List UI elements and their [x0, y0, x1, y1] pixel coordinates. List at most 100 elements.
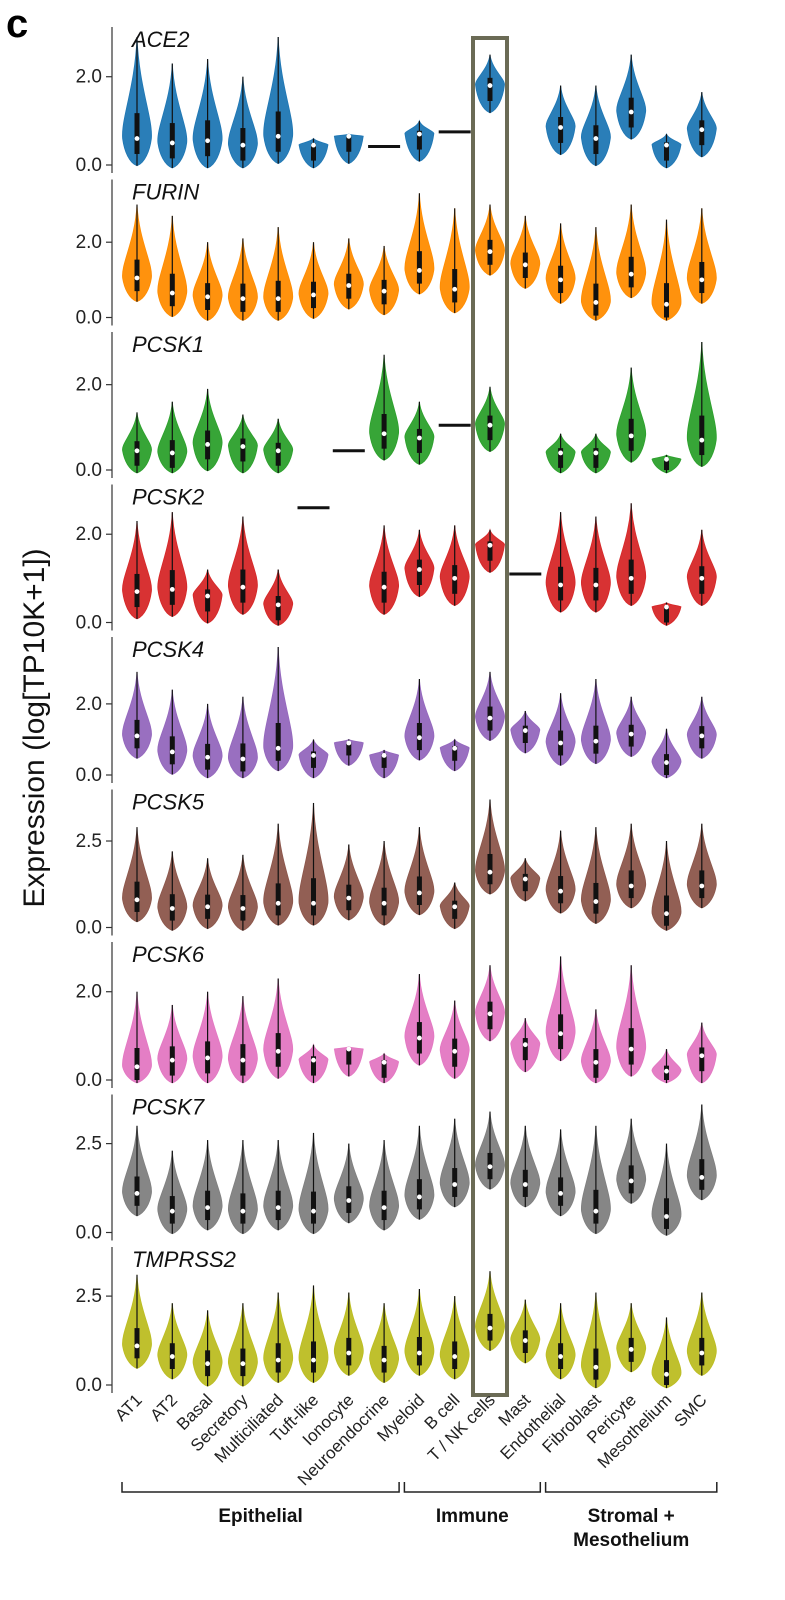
median-dot-13 [593, 1364, 599, 1370]
median-dot-5 [311, 1057, 316, 1063]
group-bracket-0 [121, 1482, 400, 1493]
median-dot-0 [134, 897, 140, 903]
median-dot-9 [452, 745, 458, 751]
median-dot-13 [593, 1059, 599, 1065]
median-dot-15 [664, 301, 669, 307]
median-dot-4 [275, 448, 281, 454]
median-dot-5 [311, 753, 316, 758]
group-label-2: Mesothelium [573, 1530, 689, 1551]
y-tick-label: 2.5 [76, 831, 102, 852]
median-dot-12 [558, 450, 563, 456]
median-dot-7 [381, 1357, 387, 1363]
y-tick-label: 0.0 [76, 918, 102, 939]
median-dot-16 [699, 733, 705, 739]
box-6 [346, 1048, 352, 1065]
median-dot-8 [417, 1035, 422, 1041]
median-dot-8 [417, 1194, 422, 1200]
median-dot-0 [134, 1064, 140, 1070]
y-tick-label: 2.0 [76, 67, 102, 88]
box-8 [416, 428, 422, 453]
median-dot-0 [134, 1190, 140, 1196]
median-dot-4 [275, 1205, 281, 1211]
median-dot-0 [134, 275, 140, 281]
box-16 [699, 120, 705, 146]
box-13 [593, 1189, 599, 1224]
median-dot-16 [699, 1174, 705, 1180]
median-dot-6 [346, 133, 352, 139]
median-dot-15 [664, 456, 669, 462]
box-11 [522, 725, 528, 743]
median-dot-7 [381, 1205, 387, 1211]
median-dot-1 [169, 906, 175, 911]
median-dot-14 [628, 433, 634, 439]
box-2 [205, 589, 211, 612]
box-15 [664, 895, 669, 926]
median-dot-13 [593, 1208, 599, 1214]
median-dot-4 [275, 745, 281, 751]
y-tick-label: 0.0 [76, 308, 102, 329]
median-dot-4 [275, 900, 281, 906]
box-5 [311, 1056, 316, 1076]
box-2 [205, 120, 211, 157]
median-dot-3 [240, 444, 246, 449]
median-dot-2 [205, 138, 211, 144]
median-dot-15 [664, 911, 669, 917]
group-bracket-1 [403, 1482, 542, 1493]
box-5 [311, 751, 316, 768]
median-dot-10 [487, 715, 493, 721]
box-9 [452, 746, 458, 761]
box-6 [346, 135, 352, 152]
gene-title: ACE2 [130, 27, 189, 52]
median-dot-4 [275, 1048, 281, 1054]
box-13 [593, 1348, 599, 1380]
box-7 [381, 1060, 387, 1078]
median-dot-2 [205, 1055, 211, 1061]
median-dot-11 [522, 262, 528, 268]
median-dot-15 [664, 142, 669, 148]
median-dot-11 [522, 728, 528, 733]
y-tick-label: 2.5 [76, 1286, 102, 1307]
median-dot-1 [169, 586, 175, 592]
box-16 [699, 1159, 705, 1190]
median-dot-12 [558, 1031, 563, 1037]
median-dot-14 [628, 1347, 634, 1352]
box-5 [311, 1191, 316, 1224]
median-dot-1 [169, 140, 175, 146]
y-tick-label: 0.0 [76, 1070, 102, 1091]
median-dot-8 [417, 890, 422, 896]
median-dot-10 [487, 83, 493, 88]
box-13 [593, 283, 599, 316]
median-dot-14 [628, 1046, 634, 1052]
box-14 [628, 1028, 634, 1065]
median-dot-12 [558, 888, 563, 894]
y-tick-label: 0.0 [76, 155, 102, 176]
box-4 [275, 442, 281, 466]
median-dot-14 [628, 731, 634, 737]
median-dot-0 [134, 448, 140, 454]
box-10 [487, 77, 493, 101]
gene-title: PCSK4 [132, 637, 204, 662]
median-dot-1 [169, 1354, 175, 1359]
median-dot-8 [417, 435, 422, 441]
box-4 [275, 723, 281, 761]
median-dot-8 [417, 131, 422, 137]
median-dot-2 [205, 593, 211, 599]
median-dot-9 [452, 1182, 458, 1187]
median-dot-13 [593, 899, 599, 904]
median-dot-10 [487, 1325, 493, 1331]
y-tick-label: 2.5 [76, 1134, 102, 1155]
box-13 [593, 448, 599, 468]
y-tick-label: 0.0 [76, 1223, 102, 1244]
box-16 [699, 415, 705, 456]
median-dot-2 [205, 294, 211, 300]
median-dot-2 [205, 442, 211, 447]
y-tick-label: 0.0 [76, 613, 102, 634]
median-dot-10 [487, 422, 493, 428]
box-0 [134, 441, 140, 466]
median-dot-10 [487, 1011, 493, 1017]
median-dot-1 [169, 290, 175, 296]
median-dot-13 [593, 136, 599, 141]
median-dot-15 [664, 604, 669, 610]
box-0 [134, 1048, 140, 1080]
group-bracket-2 [544, 1482, 718, 1493]
